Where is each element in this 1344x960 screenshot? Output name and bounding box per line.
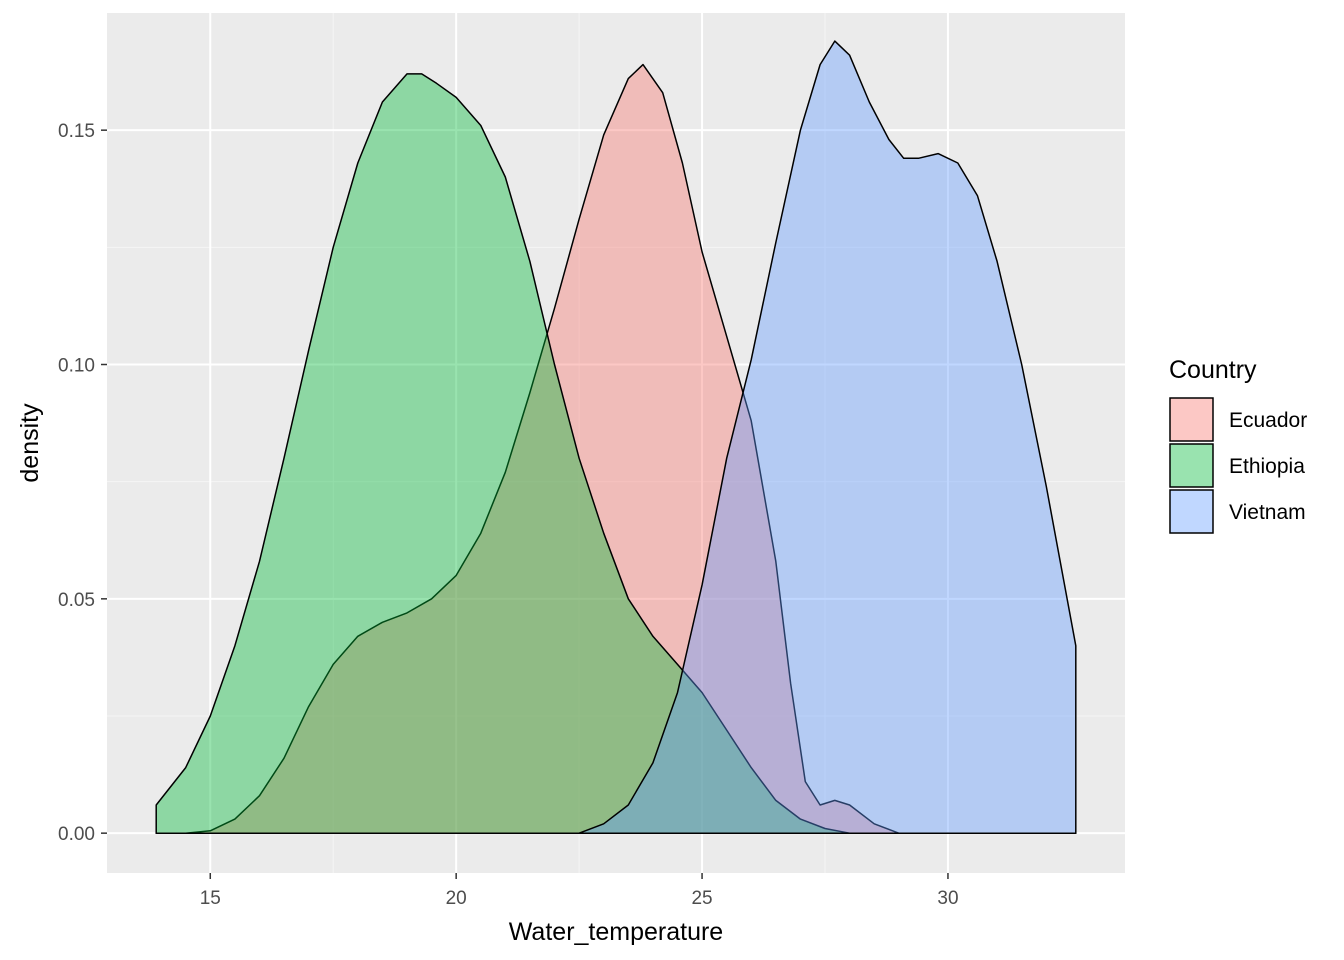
x-tick-label: 20: [446, 888, 467, 909]
y-axis: 0.00 0.05 0.10 0.15: [58, 121, 107, 845]
legend-label-ethiopia: Ethiopia: [1229, 455, 1305, 478]
density-area-ecuador: [155, 63, 1077, 834]
legend-label-ecuador: Ecuador: [1229, 409, 1307, 432]
y-tick-label: 0.15: [58, 121, 95, 142]
x-tick-label: 25: [691, 888, 712, 909]
y-tick-label: 0.10: [58, 355, 95, 376]
legend-key-ethiopia: [1169, 443, 1214, 488]
panel-background: [107, 13, 1125, 873]
x-axis: 15 20 25 30: [200, 873, 959, 909]
y-axis-title: density: [16, 403, 44, 483]
x-axis-title: Water_temperature: [509, 918, 723, 946]
legend-title: Country: [1169, 356, 1257, 384]
y-tick-label: 0.00: [58, 824, 95, 845]
legend: Country Ecuador Ethiopia Vietnam: [1169, 356, 1307, 534]
y-tick-label: 0.05: [58, 590, 95, 611]
x-tick-label: 15: [200, 888, 221, 909]
legend-key-ecuador: [1169, 397, 1214, 442]
legend-key-vietnam: [1169, 489, 1214, 534]
density-area-ethiopia: [155, 73, 1077, 834]
legend-label-vietnam: Vietnam: [1229, 501, 1306, 524]
density-area-vietnam: [155, 40, 1077, 834]
x-tick-label: 30: [937, 888, 958, 909]
density-areas: [155, 40, 1077, 834]
grid-minor: [107, 13, 1125, 873]
